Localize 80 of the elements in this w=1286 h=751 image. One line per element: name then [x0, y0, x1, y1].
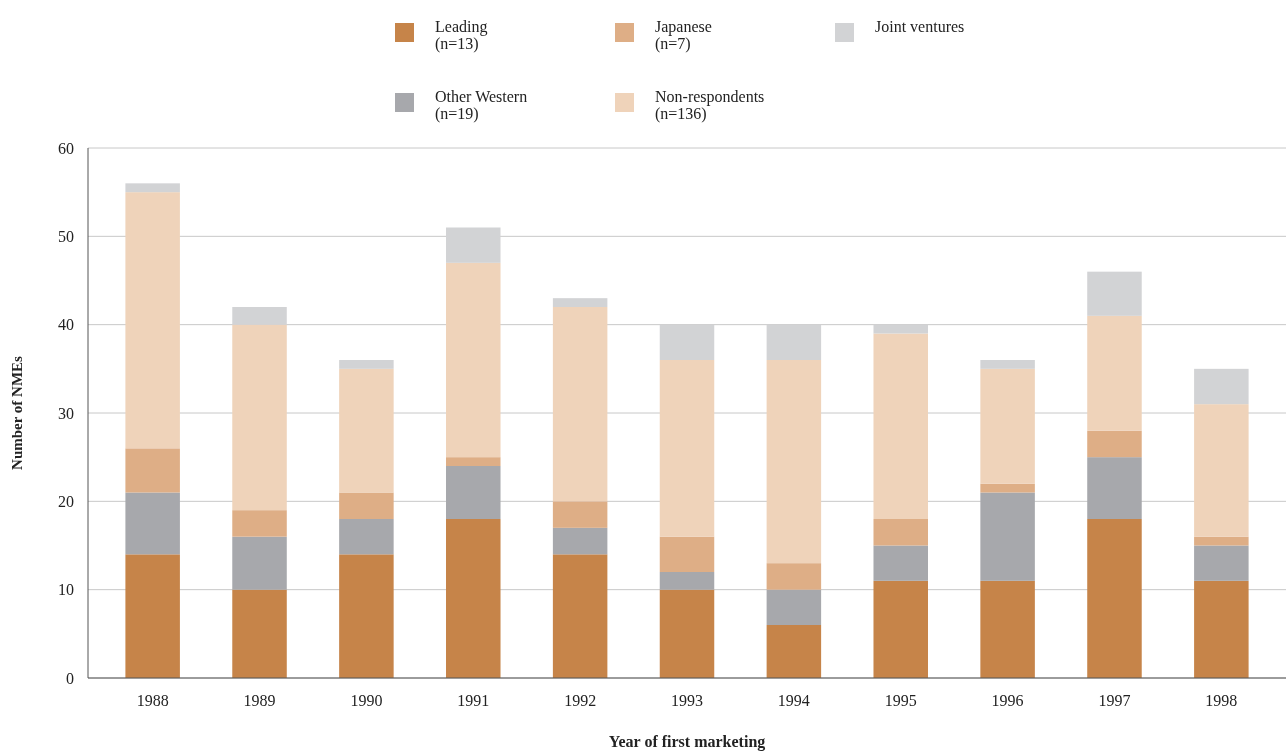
- bar: [339, 368, 394, 493]
- x-tick-label: 1992: [564, 692, 597, 709]
- bar: [659, 536, 715, 572]
- bar: [125, 492, 180, 555]
- y-tick-label: 30: [58, 404, 74, 422]
- legend-label: Japanese (n=7): [655, 18, 712, 53]
- x-tick-label: 1994: [777, 692, 810, 709]
- bar: [659, 324, 715, 360]
- x-tick-label: 1993: [671, 692, 703, 709]
- bar: [446, 466, 501, 519]
- bar: [125, 192, 180, 449]
- bar: [766, 589, 822, 625]
- bar: [232, 510, 287, 537]
- y-tick-label: 20: [58, 492, 74, 510]
- y-axis-title: Number of NMEs: [9, 355, 25, 470]
- bar: [980, 368, 1035, 484]
- bar: [446, 262, 501, 458]
- bar: [232, 307, 287, 325]
- bar: [339, 492, 394, 519]
- bar: [339, 360, 394, 369]
- bar: [552, 527, 608, 555]
- x-tick-label: 1998: [1205, 692, 1238, 709]
- x-tick-label: 1991: [457, 692, 490, 709]
- bar: [980, 483, 1035, 493]
- bar: [873, 519, 928, 546]
- bar: [552, 307, 608, 502]
- bar: [125, 554, 180, 678]
- x-tick-label: 1989: [243, 692, 276, 709]
- legend-label: Joint ventures: [875, 18, 965, 35]
- y-tick-label: 40: [58, 316, 74, 334]
- bar: [552, 554, 608, 678]
- bar: [339, 554, 394, 678]
- bar: [873, 580, 928, 678]
- bar: [1194, 536, 1249, 546]
- bar: [1087, 430, 1142, 458]
- bar: [873, 324, 928, 334]
- bar: [1194, 368, 1249, 405]
- bar: [125, 448, 180, 493]
- bar: [1194, 580, 1249, 678]
- bar: [1194, 545, 1249, 581]
- y-tick-label: 50: [58, 227, 74, 245]
- bar: [766, 563, 822, 590]
- bar: [766, 625, 822, 678]
- y-tick-label: 0: [66, 669, 74, 687]
- x-tick-label: 1995: [884, 692, 917, 709]
- bar: [1194, 404, 1249, 537]
- bar: [446, 519, 501, 678]
- x-tick-label: 1988: [136, 692, 169, 709]
- bar: [766, 324, 822, 360]
- bar: [659, 572, 715, 590]
- bar: [659, 589, 715, 678]
- bar: [125, 183, 180, 193]
- bar: [980, 360, 1035, 369]
- bar: [1087, 519, 1142, 678]
- bar: [1087, 315, 1142, 431]
- x-tick-label: 1990: [350, 692, 383, 709]
- legend-label: Other Western (n=19): [435, 88, 528, 123]
- bar: [232, 589, 287, 678]
- bar: [552, 298, 608, 307]
- x-axis-title: Year of first marketing: [608, 733, 766, 751]
- legend-label: Non-respondents (n=136): [655, 88, 765, 123]
- bar: [446, 227, 501, 263]
- bar: [232, 536, 287, 590]
- x-tick-label: 1997: [1098, 692, 1131, 709]
- bar: [766, 360, 822, 564]
- bar: [446, 457, 501, 466]
- y-tick-label: 10: [58, 581, 74, 599]
- legend-label: Leading (n=13): [435, 18, 488, 53]
- bar: [1087, 457, 1142, 519]
- bar: [873, 545, 928, 581]
- bar: [980, 580, 1035, 678]
- bar: [1087, 271, 1142, 316]
- bar: [552, 501, 608, 528]
- bar: [873, 333, 928, 519]
- bar: [232, 324, 287, 511]
- bar: [339, 519, 394, 555]
- bar: [659, 360, 715, 537]
- y-tick-label: 60: [58, 139, 74, 157]
- x-tick-label: 1996: [991, 692, 1024, 709]
- bar: [980, 492, 1035, 581]
